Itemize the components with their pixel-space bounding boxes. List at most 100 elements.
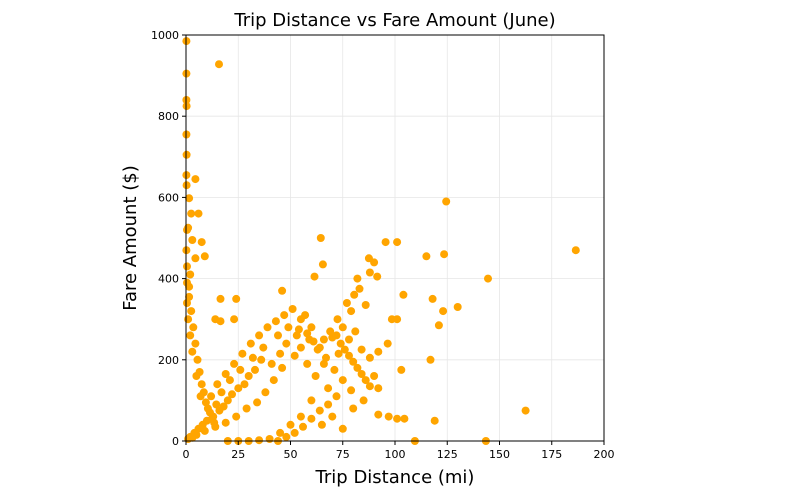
data-point bbox=[370, 258, 379, 267]
data-point bbox=[309, 337, 318, 346]
data-point bbox=[315, 406, 324, 415]
y-tick-label: 200 bbox=[158, 354, 179, 367]
data-point bbox=[248, 353, 257, 362]
data-point bbox=[186, 331, 195, 340]
data-point bbox=[318, 260, 327, 269]
data-point bbox=[265, 435, 274, 443]
data-point bbox=[296, 315, 305, 324]
data-point bbox=[182, 150, 191, 159]
data-point bbox=[189, 323, 198, 332]
data-point bbox=[216, 317, 225, 326]
data-point bbox=[221, 418, 230, 427]
data-point bbox=[195, 368, 204, 376]
data-point bbox=[197, 238, 206, 247]
x-tick-label: 0 bbox=[183, 448, 190, 461]
x-tick-label: 200 bbox=[594, 448, 615, 461]
data-point bbox=[383, 339, 392, 348]
y-axis-ticks: 0 200 400 600 800 1000 bbox=[151, 29, 186, 448]
data-point bbox=[426, 355, 435, 364]
x-tick-label: 175 bbox=[541, 448, 562, 461]
data-point bbox=[255, 331, 264, 340]
data-point bbox=[191, 175, 200, 184]
data-point bbox=[422, 252, 431, 261]
data-point bbox=[393, 238, 402, 247]
data-point bbox=[365, 382, 374, 391]
data-point bbox=[232, 412, 241, 421]
data-point bbox=[288, 305, 297, 313]
data-point bbox=[210, 418, 219, 427]
data-point bbox=[361, 376, 370, 385]
data-point bbox=[186, 270, 195, 279]
data-point bbox=[365, 268, 374, 277]
data-point bbox=[332, 392, 341, 401]
data-point bbox=[303, 359, 312, 368]
data-point bbox=[310, 272, 319, 281]
data-point bbox=[374, 410, 383, 419]
data-point bbox=[276, 428, 285, 437]
data-point bbox=[188, 236, 197, 244]
x-tick-label: 100 bbox=[385, 448, 406, 461]
data-point bbox=[228, 390, 236, 399]
data-point bbox=[188, 347, 197, 356]
data-point bbox=[278, 286, 287, 295]
chart-title: Trip Distance vs Fare Amount (June) bbox=[233, 10, 555, 31]
data-point bbox=[299, 422, 307, 431]
data-point bbox=[296, 412, 305, 421]
data-point bbox=[349, 404, 358, 413]
data-point bbox=[193, 355, 202, 364]
data-point bbox=[328, 412, 337, 421]
data-point bbox=[223, 396, 232, 405]
data-point bbox=[307, 414, 316, 423]
data-point bbox=[282, 339, 291, 348]
data-point bbox=[357, 345, 366, 354]
data-point bbox=[206, 408, 214, 417]
data-point bbox=[284, 323, 293, 332]
y-axis-label: Fare Amount ($) bbox=[120, 165, 141, 311]
data-point bbox=[286, 420, 295, 429]
data-point bbox=[230, 359, 239, 368]
data-point bbox=[236, 365, 245, 374]
data-point bbox=[269, 376, 278, 385]
data-point bbox=[263, 323, 272, 332]
data-point bbox=[187, 307, 196, 316]
data-point bbox=[373, 272, 382, 281]
y-tick-label: 1000 bbox=[151, 29, 179, 42]
data-point bbox=[194, 209, 203, 218]
data-point bbox=[294, 325, 303, 334]
data-point bbox=[330, 365, 339, 374]
data-point bbox=[326, 327, 335, 336]
data-point bbox=[374, 347, 383, 356]
data-point bbox=[267, 359, 276, 368]
data-point bbox=[338, 376, 347, 385]
data-points bbox=[182, 37, 580, 445]
data-point bbox=[296, 343, 305, 352]
data-point bbox=[571, 246, 580, 255]
data-point bbox=[349, 357, 358, 366]
data-point bbox=[430, 416, 439, 425]
data-point bbox=[221, 370, 230, 378]
data-point bbox=[215, 406, 224, 415]
data-point bbox=[442, 197, 451, 206]
data-point bbox=[290, 428, 299, 437]
data-point bbox=[290, 351, 299, 360]
data-point bbox=[232, 294, 241, 303]
data-point bbox=[242, 404, 251, 413]
data-point bbox=[182, 181, 191, 190]
data-point bbox=[347, 386, 356, 395]
data-point bbox=[188, 433, 197, 442]
y-tick-label: 800 bbox=[158, 110, 179, 123]
data-point bbox=[207, 392, 216, 401]
data-point bbox=[315, 343, 324, 352]
x-tick-label: 75 bbox=[336, 448, 350, 461]
data-point bbox=[357, 370, 366, 378]
data-point bbox=[359, 396, 368, 405]
data-point bbox=[183, 262, 191, 271]
data-point bbox=[278, 363, 287, 372]
data-point bbox=[484, 274, 492, 283]
grid-lines bbox=[185, 34, 605, 442]
data-point bbox=[259, 343, 268, 352]
data-point bbox=[187, 209, 196, 218]
data-point bbox=[521, 406, 530, 415]
data-point bbox=[240, 380, 249, 389]
